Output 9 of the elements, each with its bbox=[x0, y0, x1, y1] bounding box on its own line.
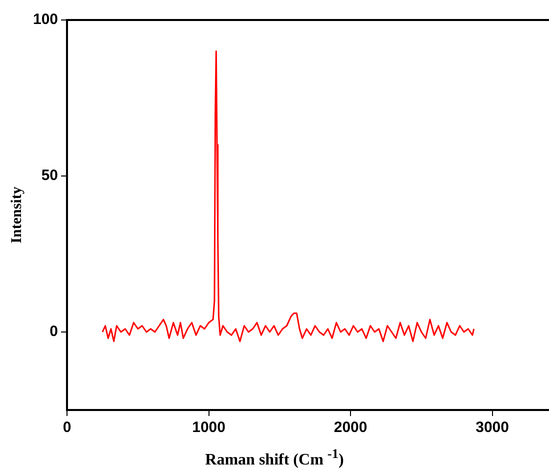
x-tick-label: 2000 bbox=[334, 419, 368, 436]
y-tick-label: 0 bbox=[50, 323, 58, 340]
y-tick-label: 100 bbox=[32, 11, 58, 28]
y-axis-title: Intensity bbox=[8, 186, 25, 244]
x-axis-title: Raman shift (Cm $^{-1}$) bbox=[204, 446, 345, 470]
x-tick-label: 1000 bbox=[192, 419, 226, 436]
x-tick-label: 3000 bbox=[476, 419, 509, 436]
y-tick-label: 50 bbox=[41, 167, 58, 184]
x-tick-label: 0 bbox=[62, 419, 72, 436]
